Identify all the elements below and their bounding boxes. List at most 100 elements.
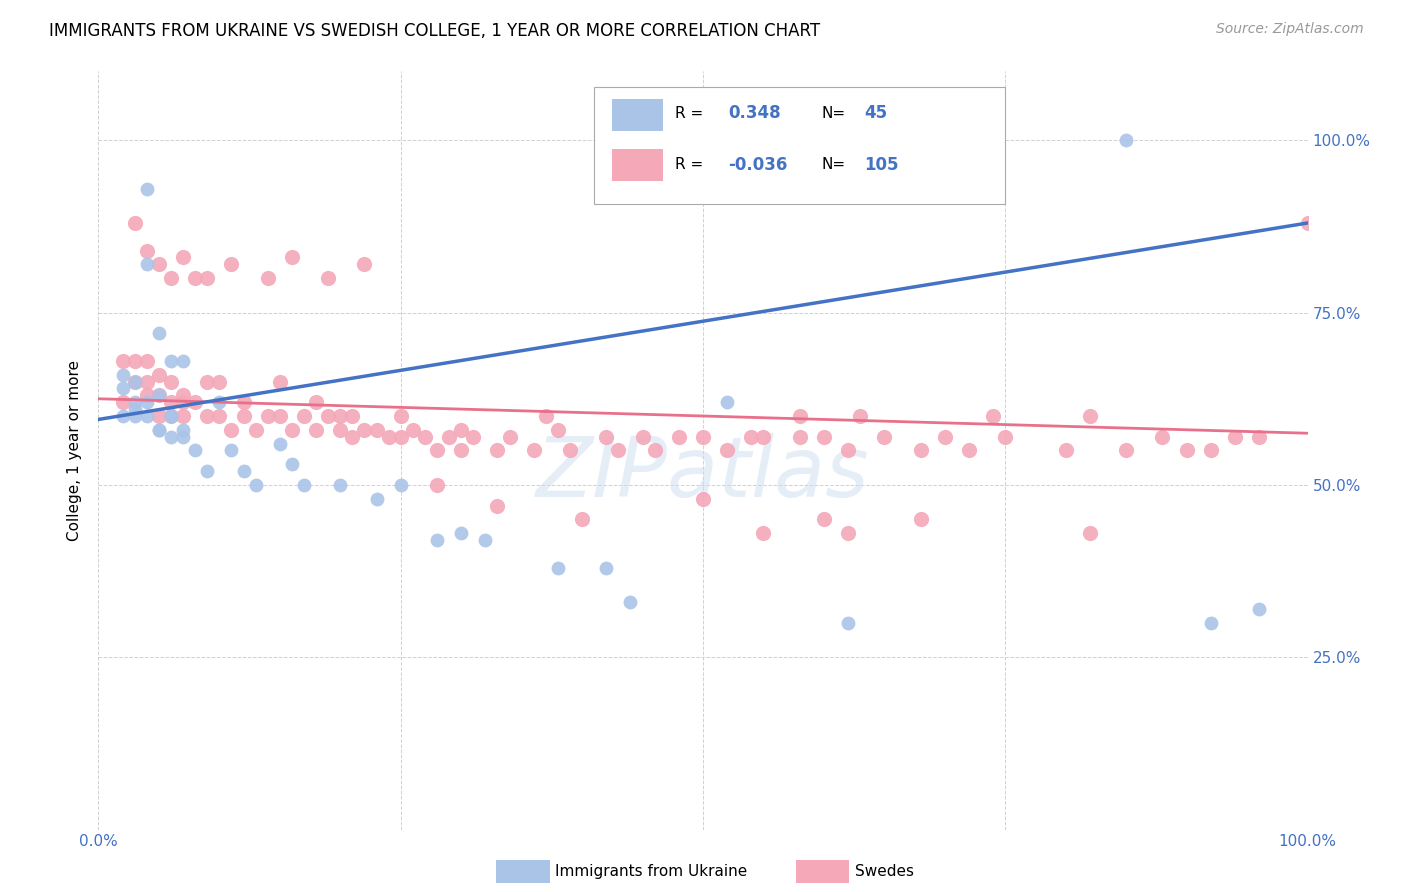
Point: [148, 423, 170, 437]
Point: [1078, 526, 1101, 541]
Point: [148, 423, 170, 437]
Point: [426, 478, 449, 492]
Point: [450, 423, 472, 437]
Point: [389, 478, 412, 492]
Point: [426, 443, 449, 458]
Point: [1175, 443, 1198, 458]
Text: IMMIGRANTS FROM UKRAINE VS SWEDISH COLLEGE, 1 YEAR OR MORE CORRELATION CHART: IMMIGRANTS FROM UKRAINE VS SWEDISH COLLE…: [49, 22, 820, 40]
Point: [547, 423, 569, 437]
Point: [595, 430, 617, 444]
Text: R =: R =: [675, 157, 703, 172]
Point: [172, 423, 194, 437]
Point: [135, 257, 157, 271]
Point: [160, 430, 183, 444]
Point: [281, 457, 304, 471]
Point: [353, 257, 375, 271]
Point: [305, 423, 328, 437]
Point: [160, 409, 183, 423]
Point: [281, 251, 304, 265]
Point: [402, 423, 425, 437]
Point: [148, 409, 170, 423]
Point: [135, 181, 157, 195]
Point: [813, 430, 835, 444]
Point: [619, 595, 641, 609]
Point: [595, 560, 617, 574]
Point: [305, 395, 328, 409]
Point: [752, 526, 775, 541]
Point: [849, 409, 872, 423]
Text: N=: N=: [821, 105, 845, 120]
Point: [377, 430, 399, 444]
Point: [148, 388, 170, 402]
Point: [184, 443, 207, 458]
Point: [208, 375, 231, 389]
Point: [413, 430, 436, 444]
Point: [160, 354, 183, 368]
Point: [571, 512, 593, 526]
Point: [111, 368, 134, 382]
Point: [1223, 430, 1246, 444]
Point: [1199, 443, 1222, 458]
Point: [172, 251, 194, 265]
Point: [740, 430, 762, 444]
Point: [148, 368, 170, 382]
Point: [558, 443, 581, 458]
Point: [135, 409, 157, 423]
Point: [160, 409, 183, 423]
Point: [1078, 409, 1101, 423]
Point: [329, 409, 352, 423]
Point: [195, 464, 218, 478]
Text: 105: 105: [863, 155, 898, 174]
Point: [124, 375, 146, 389]
Point: [172, 409, 194, 423]
Point: [957, 443, 980, 458]
Point: [184, 271, 207, 285]
Point: [281, 423, 304, 437]
Point: [160, 375, 183, 389]
Point: [245, 478, 267, 492]
Point: [1054, 443, 1077, 458]
Point: [837, 526, 859, 541]
Point: [342, 430, 364, 444]
Point: [232, 409, 254, 423]
Point: [124, 402, 146, 417]
Point: [329, 423, 352, 437]
Point: [124, 375, 146, 389]
Point: [994, 430, 1017, 444]
Point: [111, 409, 134, 423]
Point: [208, 395, 231, 409]
Point: [160, 409, 183, 423]
Point: [148, 257, 170, 271]
Point: [148, 326, 170, 341]
Point: [184, 395, 207, 409]
Point: [426, 533, 449, 547]
FancyBboxPatch shape: [613, 99, 664, 131]
Point: [269, 375, 291, 389]
Point: [1249, 602, 1271, 616]
Point: [135, 375, 157, 389]
Point: [981, 409, 1004, 423]
Point: [111, 381, 134, 395]
Point: [1115, 133, 1137, 147]
Point: [607, 443, 630, 458]
Point: [547, 560, 569, 574]
Point: [160, 271, 183, 285]
Text: Immigrants from Ukraine: Immigrants from Ukraine: [555, 864, 748, 879]
Point: [873, 430, 896, 444]
Point: [1296, 216, 1319, 230]
Point: [232, 464, 254, 478]
Point: [716, 395, 738, 409]
Point: [644, 443, 666, 458]
Point: [631, 430, 654, 444]
Point: [437, 430, 460, 444]
Point: [221, 257, 243, 271]
FancyBboxPatch shape: [595, 87, 1005, 204]
Point: [1152, 430, 1174, 444]
Text: 45: 45: [863, 104, 887, 122]
Point: [692, 491, 714, 506]
Point: [329, 478, 352, 492]
Point: [124, 354, 146, 368]
Point: [342, 409, 364, 423]
Point: [837, 443, 859, 458]
Point: [668, 430, 690, 444]
